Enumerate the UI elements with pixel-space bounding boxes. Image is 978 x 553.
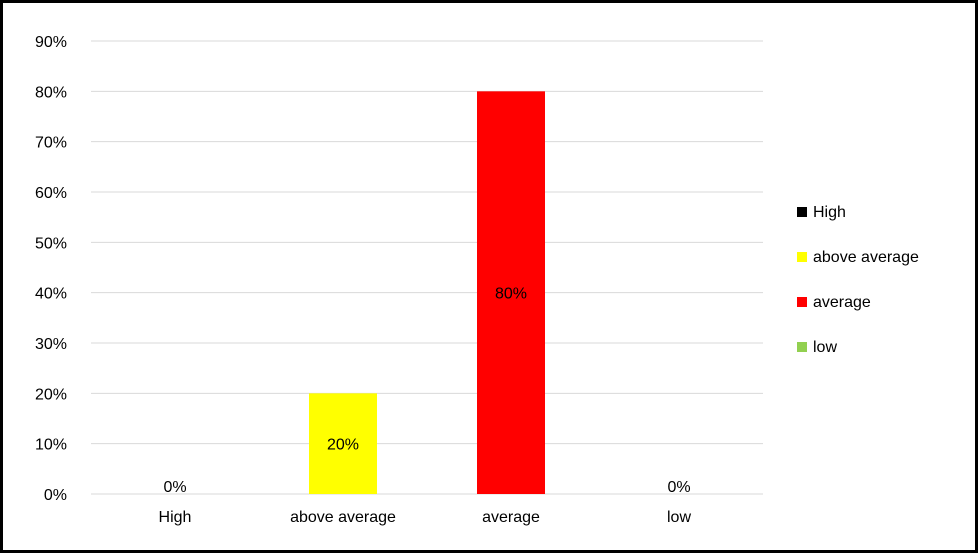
y-tick-label: 60% (35, 185, 67, 202)
legend-entry-label: average (813, 294, 871, 311)
y-tick-label: 40% (35, 286, 67, 303)
legend-swatch (797, 297, 807, 307)
data-label: 0% (163, 479, 186, 496)
y-tick-label: 90% (35, 34, 67, 51)
legend-swatch (797, 342, 807, 352)
legend: High above average average low (797, 204, 919, 356)
y-axis-ticks: 0% 10% 20% 30% 40% 50% 60% 70% 80% 90% (35, 34, 67, 504)
x-category-label: low (667, 509, 691, 526)
bar-chart: 0%10%20%30%40%50%60%70%80%90% 0%20%80%0%… (35, 34, 919, 526)
bars (309, 91, 545, 494)
y-tick-label: 10% (35, 437, 67, 454)
x-category-label: average (482, 509, 540, 526)
data-label: 80% (495, 286, 527, 303)
legend-entry-label: High (813, 204, 846, 221)
legend-swatch (797, 252, 807, 262)
data-label: 20% (327, 437, 359, 454)
data-labels: 0% 20% 80% 0% (163, 286, 690, 496)
bar-average (477, 91, 545, 494)
y-tick-label: 80% (35, 84, 67, 101)
y-tick-label: 0% (44, 487, 67, 504)
gridlines (91, 40, 763, 495)
y-tick-label: 50% (35, 235, 67, 252)
y-tick-label: 70% (35, 135, 67, 152)
legend-swatch (797, 207, 807, 217)
legend-entry-label: above average (813, 249, 919, 266)
bar-above-average (309, 393, 377, 494)
x-category-label: above average (290, 509, 396, 526)
y-tick-label: 20% (35, 386, 67, 403)
x-category-label: High (159, 509, 192, 526)
data-label: 0% (667, 479, 690, 496)
y-tick-label: 30% (35, 336, 67, 353)
x-axis-categories: High above average average low (159, 509, 692, 526)
legend-entry-label: low (813, 339, 837, 356)
